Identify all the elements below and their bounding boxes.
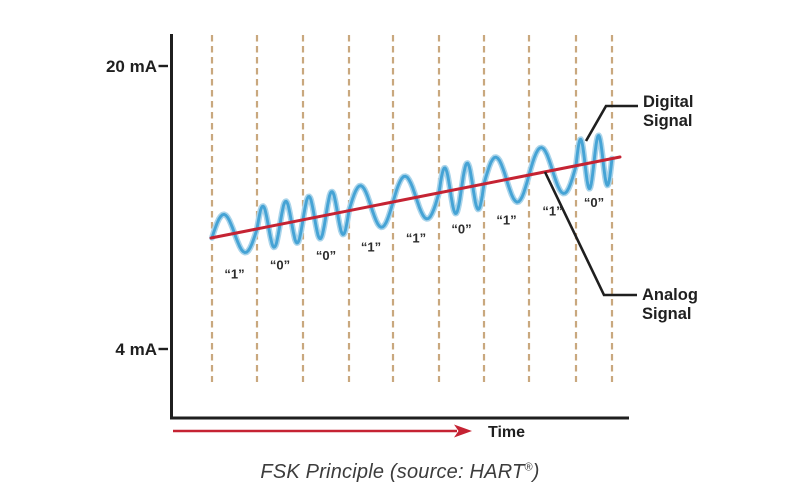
bit-label-2: “0” — [270, 257, 290, 272]
bit-label-9: “0” — [584, 195, 604, 210]
time-slot-dividers — [210, 35, 614, 382]
bit-label-1: “1” — [224, 266, 244, 281]
bit-label-7: “1” — [496, 213, 516, 228]
bit-labels: “1” “0” “0” “1” “1” “0” “1” “1” “0” — [224, 195, 604, 281]
registered-trademark-symbol: ® — [524, 461, 533, 474]
bit-label-8: “1” — [542, 203, 562, 218]
bit-label-6: “0” — [451, 221, 471, 236]
analog-signal-label: Analog Signal — [642, 286, 698, 323]
digital-signal-label-line1: Digital — [643, 93, 693, 111]
analog-signal-line — [209, 155, 622, 240]
bit-label-4: “1” — [361, 239, 381, 254]
caption-close: ) — [532, 461, 540, 483]
analog-signal-label-line2: Signal — [642, 305, 692, 323]
time-arrow — [173, 424, 472, 438]
y-axis-label-4ma: 4 mA — [115, 340, 157, 359]
digital-signal-callout-line — [584, 104, 638, 142]
time-axis-label: Time — [488, 424, 525, 441]
bit-label-3: “0” — [316, 248, 336, 263]
bit-label-5: “1” — [406, 230, 426, 245]
digital-signal-label: Digital Signal — [643, 93, 693, 130]
analog-signal-label-line1: Analog — [642, 286, 698, 304]
digital-signal-label-line2: Signal — [643, 112, 693, 130]
caption-text: FSK Principle (source: HART — [260, 461, 525, 483]
analog-signal-callout-line — [543, 171, 637, 297]
time-arrow-head — [454, 424, 472, 438]
y-axis-label-20ma: 20 mA — [106, 57, 157, 76]
figure-caption: FSK Principle (source: HART®) — [0, 461, 800, 484]
